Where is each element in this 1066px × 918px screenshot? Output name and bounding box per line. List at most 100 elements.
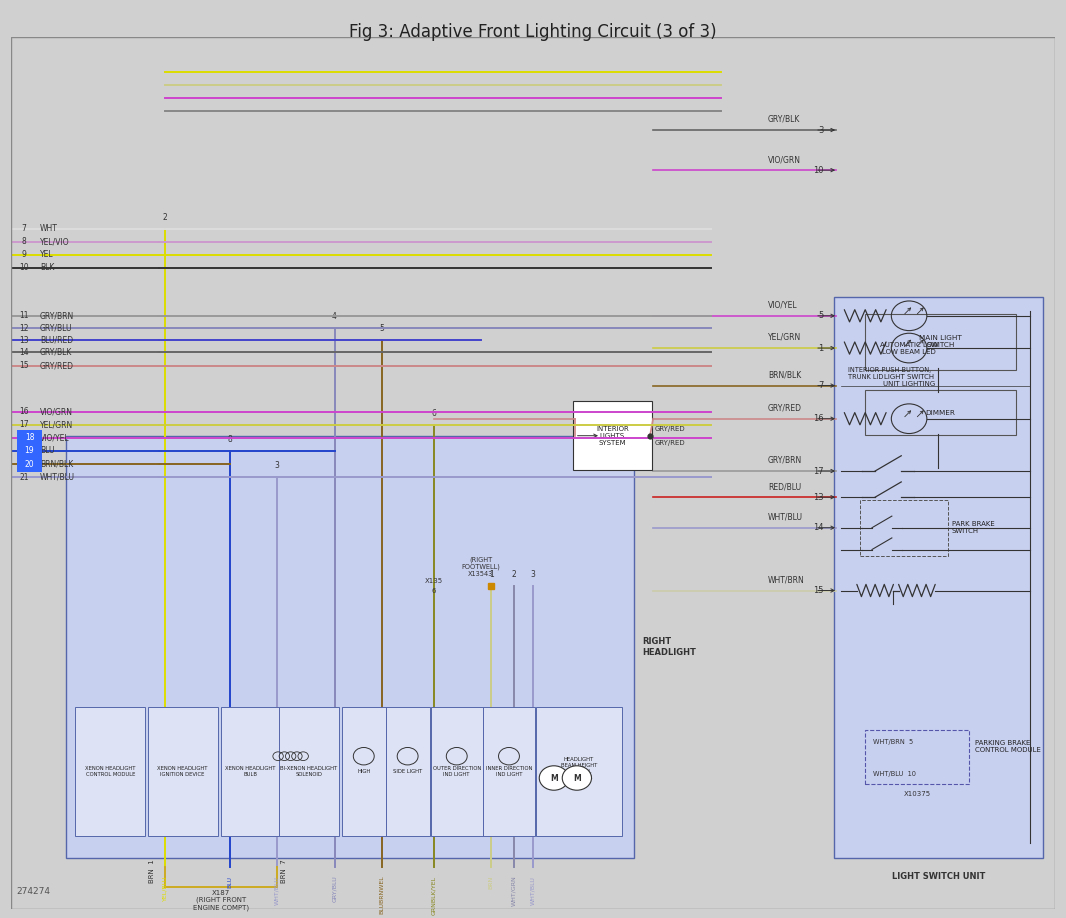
Text: (RIGHT
FOOTWELL)
X13543: (RIGHT FOOTWELL) X13543 xyxy=(462,556,500,577)
Text: 4: 4 xyxy=(333,312,337,321)
Text: BRN/BLK: BRN/BLK xyxy=(768,371,802,379)
FancyBboxPatch shape xyxy=(221,708,280,835)
Text: WHT: WHT xyxy=(39,224,58,233)
Text: 10: 10 xyxy=(813,165,823,174)
Text: WHT/BLU: WHT/BLU xyxy=(531,876,535,904)
Text: WHT/BRN: WHT/BRN xyxy=(768,576,805,585)
Text: M: M xyxy=(574,774,581,782)
Text: M: M xyxy=(550,774,558,782)
Text: XENON HEADLIGHT
CONTROL MODULE: XENON HEADLIGHT CONTROL MODULE xyxy=(85,766,135,777)
Text: 6: 6 xyxy=(432,409,436,418)
Text: 9: 9 xyxy=(21,251,27,259)
Text: BLUBRNWEL: BLUBRNWEL xyxy=(379,876,384,914)
Text: LIGHT SWITCH UNIT: LIGHT SWITCH UNIT xyxy=(891,872,985,881)
Text: BLK: BLK xyxy=(39,263,54,273)
FancyBboxPatch shape xyxy=(536,708,621,835)
Text: Fig 3: Adaptive Front Lighting Circuit (3 of 3): Fig 3: Adaptive Front Lighting Circuit (… xyxy=(350,23,716,41)
Text: 5: 5 xyxy=(379,324,384,333)
Text: BRN  1: BRN 1 xyxy=(149,859,155,883)
Text: 1: 1 xyxy=(819,343,823,353)
FancyBboxPatch shape xyxy=(17,443,42,459)
FancyBboxPatch shape xyxy=(866,730,969,784)
Text: 8: 8 xyxy=(22,237,27,246)
Text: 10: 10 xyxy=(19,263,29,273)
Text: 18: 18 xyxy=(25,433,34,442)
Text: HEADLIGHT
BEAM HEIGHT
CONTROL
ACTUATOR
MOTORS: HEADLIGHT BEAM HEIGHT CONTROL ACTUATOR M… xyxy=(561,757,597,786)
Text: WHT/BLU: WHT/BLU xyxy=(39,473,75,482)
Text: 17: 17 xyxy=(812,466,823,476)
Text: RIGHT
HEADLIGHT: RIGHT HEADLIGHT xyxy=(643,637,696,657)
Text: YEL/VIO: YEL/VIO xyxy=(39,237,69,246)
Text: GRY/BRN: GRY/BRN xyxy=(39,311,75,320)
Text: 5: 5 xyxy=(819,311,823,320)
Text: DIMMER: DIMMER xyxy=(925,409,955,416)
Text: BLU: BLU xyxy=(39,446,54,455)
Text: 21: 21 xyxy=(19,473,29,482)
Text: 7: 7 xyxy=(818,381,823,390)
Text: OUTER DIRECTION
IND LIGHT: OUTER DIRECTION IND LIGHT xyxy=(433,766,481,777)
Text: GRY/BRN: GRY/BRN xyxy=(768,456,803,465)
Text: 16: 16 xyxy=(19,408,29,416)
FancyBboxPatch shape xyxy=(572,401,652,470)
Text: GRY/RED: GRY/RED xyxy=(39,361,74,370)
Text: 3: 3 xyxy=(531,570,535,579)
Text: WHT/BRN  5: WHT/BRN 5 xyxy=(872,739,912,745)
Text: WHT/BLU: WHT/BLU xyxy=(275,876,279,904)
Text: YEL/GRN: YEL/GRN xyxy=(39,420,74,430)
FancyBboxPatch shape xyxy=(66,436,634,858)
Text: INTERIOR
LIGHTS
SYSTEM: INTERIOR LIGHTS SYSTEM xyxy=(596,426,629,446)
Text: INNER DIRECTION
IND LIGHT: INNER DIRECTION IND LIGHT xyxy=(486,766,532,777)
Text: GRNBLK/YEL: GRNBLK/YEL xyxy=(432,876,436,915)
Text: VIO/YEL: VIO/YEL xyxy=(768,301,797,309)
FancyBboxPatch shape xyxy=(17,430,42,446)
Text: BRN  7: BRN 7 xyxy=(281,859,287,883)
Circle shape xyxy=(539,766,568,790)
Text: 274274: 274274 xyxy=(16,887,50,896)
Text: YEL/GRN: YEL/GRN xyxy=(768,333,802,341)
Text: RED/BLU: RED/BLU xyxy=(768,482,802,491)
Text: X135: X135 xyxy=(424,577,442,584)
Text: BI-XENON HEADLIGHT
SOLENOID: BI-XENON HEADLIGHT SOLENOID xyxy=(280,766,338,777)
Text: VIO/GRN: VIO/GRN xyxy=(39,408,72,416)
Text: XENON HEADLIGHT
BULB: XENON HEADLIGHT BULB xyxy=(225,766,276,777)
Text: 15: 15 xyxy=(19,361,29,370)
FancyBboxPatch shape xyxy=(860,499,948,555)
FancyBboxPatch shape xyxy=(342,708,386,835)
Text: GRY/RED: GRY/RED xyxy=(655,440,684,446)
Text: BLU/RED: BLU/RED xyxy=(39,336,74,345)
Text: PARKING BRAKE
CONTROL MODULE: PARKING BRAKE CONTROL MODULE xyxy=(975,741,1040,754)
Text: 17: 17 xyxy=(19,420,29,430)
Text: 2: 2 xyxy=(163,213,167,221)
FancyBboxPatch shape xyxy=(279,708,339,835)
Text: WHT/BLU: WHT/BLU xyxy=(768,512,803,521)
FancyBboxPatch shape xyxy=(834,297,1043,858)
Text: GRY/BLU: GRY/BLU xyxy=(39,323,72,332)
Text: 6: 6 xyxy=(432,588,436,594)
Text: GRY/RED: GRY/RED xyxy=(655,426,684,432)
Text: BRN: BRN xyxy=(488,876,494,889)
Text: HIGH: HIGH xyxy=(357,769,370,774)
Text: 8: 8 xyxy=(228,435,232,444)
Text: SIDE LIGHT: SIDE LIGHT xyxy=(393,769,422,774)
Text: YEL: YEL xyxy=(39,251,53,259)
Text: 12: 12 xyxy=(19,323,29,332)
Text: LIGHT SWITCH
UNIT LIGHTING: LIGHT SWITCH UNIT LIGHTING xyxy=(883,375,935,387)
Text: BRN/BLK: BRN/BLK xyxy=(39,460,74,468)
Text: BLU: BLU xyxy=(227,876,232,888)
Text: 16: 16 xyxy=(812,414,823,423)
FancyBboxPatch shape xyxy=(17,456,42,472)
Text: GRY/BLK: GRY/BLK xyxy=(768,115,801,124)
Text: GRY/BLK: GRY/BLK xyxy=(39,348,72,357)
Text: 14: 14 xyxy=(813,523,823,532)
Text: WHT/GRN: WHT/GRN xyxy=(512,876,517,906)
Circle shape xyxy=(562,766,592,790)
FancyBboxPatch shape xyxy=(866,314,1016,370)
Text: XENON HEADLIGHT
IGNITION DEVICE: XENON HEADLIGHT IGNITION DEVICE xyxy=(158,766,208,777)
Text: GRY/BLU: GRY/BLU xyxy=(332,876,337,902)
FancyBboxPatch shape xyxy=(483,708,535,835)
Text: 11: 11 xyxy=(19,311,29,320)
FancyBboxPatch shape xyxy=(76,708,145,835)
Text: 13: 13 xyxy=(19,336,29,345)
Text: 7: 7 xyxy=(21,224,27,233)
Text: 3: 3 xyxy=(818,126,823,135)
